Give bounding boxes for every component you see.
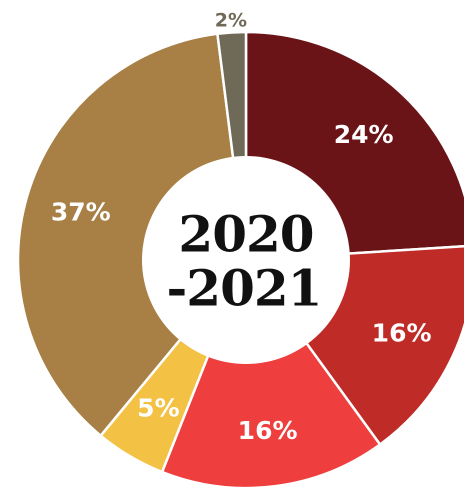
slice-label-1: 16%: [372, 319, 432, 348]
slice-label-2: 16%: [238, 416, 298, 445]
slice-label-3: 5%: [137, 394, 179, 423]
slice-label-5: 2%: [215, 10, 247, 32]
donut-hole: [142, 156, 350, 364]
slice-label-0: 24%: [334, 120, 394, 149]
center-title-line-2: -2021: [167, 259, 322, 318]
slice-4: [16, 32, 248, 438]
slice-2: [160, 257, 382, 490]
center-title-line-1: 2020: [178, 205, 313, 264]
slice-labels: 24% 16% 16% 5% 37% 2%: [51, 10, 432, 446]
slice-label-4: 37%: [51, 198, 111, 227]
donut-slices: [16, 30, 464, 490]
